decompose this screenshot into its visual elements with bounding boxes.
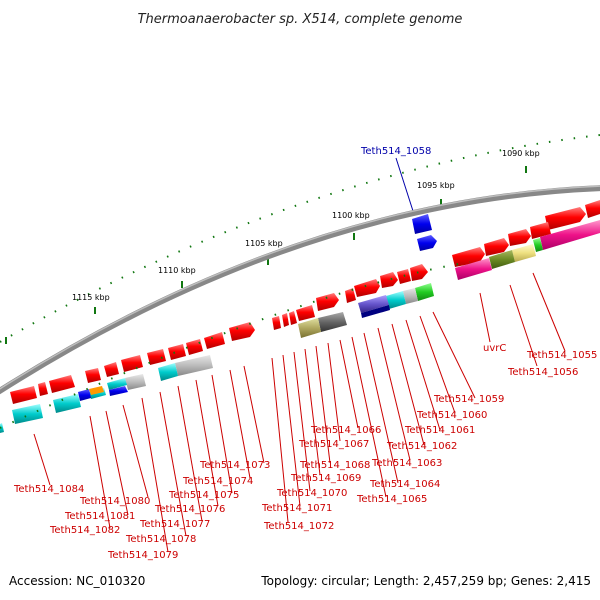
gene-label[interactable]: Teth514_1082 — [49, 525, 120, 536]
gene-arrow[interactable] — [345, 288, 356, 303]
gene-label[interactable]: Teth514_1066 — [310, 425, 381, 436]
gene-label[interactable]: Teth514_1075 — [168, 490, 239, 501]
gene-label[interactable]: Teth514_1064 — [369, 479, 440, 490]
gene-label[interactable]: Teth514_1070 — [276, 488, 347, 499]
gene-label[interactable]: Teth514_1077 — [139, 519, 210, 530]
gene-arrow[interactable] — [354, 279, 380, 297]
kbp-label-1110: 1110 kbp — [158, 266, 196, 275]
gene-label[interactable]: Teth514_1079 — [107, 550, 178, 561]
gene-label[interactable]: Teth514_1080 — [79, 496, 150, 507]
gene-label[interactable]: Teth514_1068 — [299, 460, 370, 471]
gene-block[interactable] — [78, 389, 91, 401]
gene-label-teth514-1058[interactable]: Teth514_1058 — [360, 146, 431, 157]
gene-label[interactable]: Teth514_1059 — [433, 394, 504, 405]
gene-arrow[interactable] — [316, 293, 339, 311]
gene-label[interactable]: Teth514_1074 — [182, 476, 253, 487]
gene-label[interactable]: Teth514_1065 — [356, 494, 427, 505]
gene-arrow[interactable] — [585, 200, 600, 218]
gene-block[interactable] — [361, 305, 390, 318]
gene-arrow[interactable] — [272, 316, 281, 330]
gene-block[interactable] — [175, 355, 213, 376]
gene-label[interactable]: Teth514_1073 — [199, 460, 270, 471]
gene-block[interactable] — [489, 250, 515, 269]
gene-arrow[interactable] — [410, 264, 428, 281]
gene-arrow[interactable] — [38, 382, 48, 396]
gene-label[interactable]: Teth514_1060 — [416, 410, 487, 421]
gene-block[interactable] — [107, 378, 127, 390]
page-title: Thermoanaerobacter sp. X514, complete ge… — [138, 12, 463, 27]
gene-arrow[interactable] — [10, 386, 37, 404]
gene-block[interactable] — [12, 404, 43, 424]
kbp-label-1090: 1090 kbp — [502, 149, 540, 158]
gene-arrow[interactable] — [104, 362, 119, 377]
gene-label[interactable]: Teth514_1072 — [263, 521, 334, 532]
highlight-gene-teth514-1058[interactable]: Teth514_1058 — [360, 146, 437, 251]
gene-label[interactable]: Teth514_1069 — [290, 473, 361, 484]
kbp-label-1115: 1115 kbp — [72, 293, 110, 302]
gene-label[interactable]: Teth514_1084 — [13, 484, 84, 495]
gene-block[interactable] — [455, 258, 492, 280]
gene-block[interactable] — [109, 386, 128, 396]
gene-block[interactable] — [89, 386, 104, 395]
gene-block[interactable] — [125, 374, 146, 390]
gene-block[interactable] — [0, 423, 4, 433]
gene-block[interactable] — [298, 318, 321, 338]
gene-arrow[interactable] — [484, 238, 509, 256]
gene-label[interactable]: Teth514_1078 — [125, 534, 196, 545]
gene-arrow[interactable] — [508, 229, 531, 246]
gene-block[interactable] — [386, 291, 406, 309]
gene-block[interactable] — [358, 295, 389, 313]
kbp-label-1100: 1100 kbp — [332, 211, 370, 220]
gene-arrow[interactable] — [229, 322, 255, 341]
feature-gene-track — [0, 220, 600, 433]
gene-arrow[interactable] — [204, 332, 225, 349]
leader-line — [395, 157, 414, 212]
gene-label[interactable]: Teth514_1056 — [507, 367, 578, 378]
gene-arrow[interactable] — [85, 368, 101, 383]
gene-arrow[interactable] — [380, 272, 398, 288]
gene-block[interactable] — [53, 394, 81, 413]
gene-arrow[interactable] — [147, 349, 166, 365]
gene-block[interactable] — [412, 214, 432, 234]
genome-backbone — [0, 185, 600, 395]
gene-label[interactable]: Teth514_1076 — [154, 504, 225, 515]
gene-label[interactable]: Teth514_1062 — [386, 441, 457, 452]
gene-label[interactable]: Teth514_1071 — [261, 503, 332, 514]
gene-label[interactable]: Teth514_1067 — [298, 439, 369, 450]
forward-gene-track — [10, 200, 600, 404]
gene-block[interactable] — [540, 220, 600, 250]
gene-block[interactable] — [158, 363, 178, 381]
gene-arrow[interactable] — [168, 344, 186, 360]
gene-arrow[interactable] — [186, 339, 203, 355]
kbp-label-1105: 1105 kbp — [245, 239, 283, 248]
gene-label[interactable]: uvrC — [483, 343, 506, 354]
gene-label[interactable]: Teth514_1061 — [404, 425, 475, 436]
gene-label[interactable]: Teth514_1081 — [64, 511, 135, 522]
gene-label[interactable]: Teth514_1063 — [371, 458, 442, 469]
genome-backbone-highlight — [0, 185, 600, 390]
gene-label[interactable]: Teth514_1055 — [526, 350, 597, 361]
gene-arrow[interactable] — [530, 222, 551, 239]
gene-block[interactable] — [403, 288, 418, 304]
gene-arrow[interactable] — [296, 305, 315, 321]
kbp-label-1095: 1095 kbp — [417, 181, 455, 190]
gene-block[interactable] — [533, 238, 543, 252]
gene-arrow[interactable] — [545, 207, 586, 230]
gene-block[interactable] — [318, 312, 347, 332]
leader-lines — [33, 272, 566, 553]
gene-arrow[interactable] — [282, 313, 289, 327]
topology-text: Topology: circular; Length: 2,457,259 bp… — [260, 574, 591, 588]
gene-arrow[interactable] — [121, 355, 143, 372]
gene-block[interactable] — [512, 244, 536, 262]
gene-labels: uvrC Teth514_1055 Teth514_1056 Teth514_1… — [13, 343, 597, 561]
gene-arrow[interactable] — [289, 311, 297, 325]
accession-text: Accession: NC_010320 — [9, 574, 145, 588]
gene-block[interactable] — [415, 283, 434, 301]
gene-arrow[interactable] — [49, 375, 75, 393]
gene-block[interactable] — [417, 235, 437, 251]
